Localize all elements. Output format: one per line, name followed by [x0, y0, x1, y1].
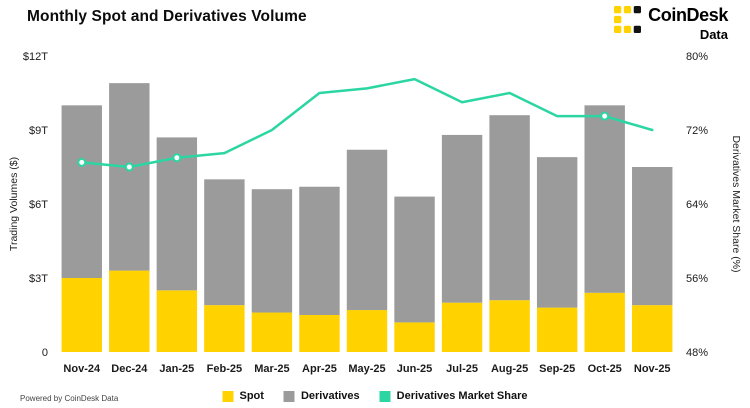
- bar-segment-derivatives: [536, 157, 578, 308]
- legend-label: Spot: [239, 390, 264, 402]
- left-axis-tick: $6T: [29, 199, 48, 211]
- line-marker: [124, 162, 134, 172]
- line-marker: [77, 157, 87, 167]
- x-axis-label: Nov-24: [63, 363, 101, 375]
- legend-swatch: [379, 390, 391, 402]
- coindesk-logo-icon: [614, 6, 642, 38]
- bar-segment-spot: [536, 307, 578, 352]
- bar-segment-derivatives: [394, 196, 435, 323]
- bar-segment-spot: [441, 302, 483, 352]
- left-axis-tick: 0: [42, 347, 48, 359]
- left-axis-tick: $9T: [29, 125, 48, 137]
- x-axis-label: Mar-25: [254, 363, 289, 375]
- bar-segment-spot: [251, 312, 293, 352]
- powered-by-note: Powered by CoinDesk Data: [20, 394, 119, 403]
- legend-label: Derivatives Market Share: [396, 390, 528, 402]
- chart-title: Monthly Spot and Derivatives Volume: [27, 8, 307, 25]
- legend-swatch: [222, 390, 234, 402]
- line-marker: [172, 153, 182, 163]
- bar-segment-spot: [489, 300, 530, 352]
- right-axis-tick: 56%: [686, 273, 708, 285]
- bar-segment-derivatives: [584, 105, 625, 293]
- line-marker: [600, 111, 610, 121]
- bar-segment-spot: [204, 305, 245, 352]
- bar-segment-derivatives: [61, 105, 102, 278]
- x-axis-label: Jun-25: [397, 363, 432, 375]
- x-axis-label: Sep-25: [539, 363, 575, 375]
- right-axis-tick: 64%: [686, 199, 708, 211]
- x-axis-label: Dec-24: [111, 363, 148, 375]
- bar-segment-derivatives: [441, 134, 483, 303]
- x-axis-label: Feb-25: [207, 363, 242, 375]
- bar-segment-derivatives: [346, 149, 388, 311]
- x-axis-label: Jan-25: [159, 363, 194, 375]
- bar-segment-derivatives: [632, 167, 673, 306]
- logo-brand-sub: Data: [699, 26, 728, 42]
- bar-segment-derivatives: [251, 189, 293, 313]
- legend-item-derivatives: Derivatives: [283, 390, 360, 402]
- x-axis-label: Jul-25: [446, 363, 478, 375]
- left-axis-tick: $3T: [29, 273, 48, 285]
- chart-legend: Spot Derivatives Derivatives Market Share: [222, 390, 528, 402]
- bar-segment-derivatives: [156, 137, 198, 291]
- bar-segment-spot: [346, 310, 388, 352]
- right-axis-tick: 48%: [686, 347, 708, 359]
- coindesk-logo-text: CoinDesk Data: [648, 5, 728, 42]
- right-axis-tick: 72%: [686, 125, 708, 137]
- bar-segment-spot: [156, 290, 198, 352]
- legend-label: Derivatives: [300, 390, 360, 402]
- bar-segment-spot: [109, 270, 150, 352]
- bar-segment-spot: [584, 292, 625, 352]
- bar-segment-spot: [394, 322, 435, 352]
- logo-brand-name: CoinDesk: [648, 5, 728, 25]
- bar-segment-spot: [61, 278, 102, 352]
- bar-segment-derivatives: [299, 186, 340, 315]
- x-axis-label: May-25: [348, 363, 385, 375]
- bar-segment-spot: [632, 305, 673, 352]
- legend-item-derivatives-market-share: Derivatives Market Share: [379, 390, 528, 402]
- x-axis-label: Apr-25: [302, 363, 337, 375]
- bar-segment-spot: [299, 315, 340, 352]
- bar-segment-derivatives: [489, 115, 530, 301]
- left-axis-tick: $12T: [23, 51, 48, 63]
- bar-segment-derivatives: [109, 83, 150, 271]
- x-axis-label: Nov-25: [634, 363, 671, 375]
- x-axis-label: Aug-25: [491, 363, 528, 375]
- x-axis-label: Oct-25: [588, 363, 622, 375]
- legend-swatch: [283, 390, 295, 402]
- legend-item-spot: Spot: [222, 390, 264, 402]
- right-axis-tick: 80%: [686, 51, 708, 63]
- bar-segment-derivatives: [204, 179, 245, 306]
- coindesk-logo: CoinDesk Data: [614, 5, 728, 42]
